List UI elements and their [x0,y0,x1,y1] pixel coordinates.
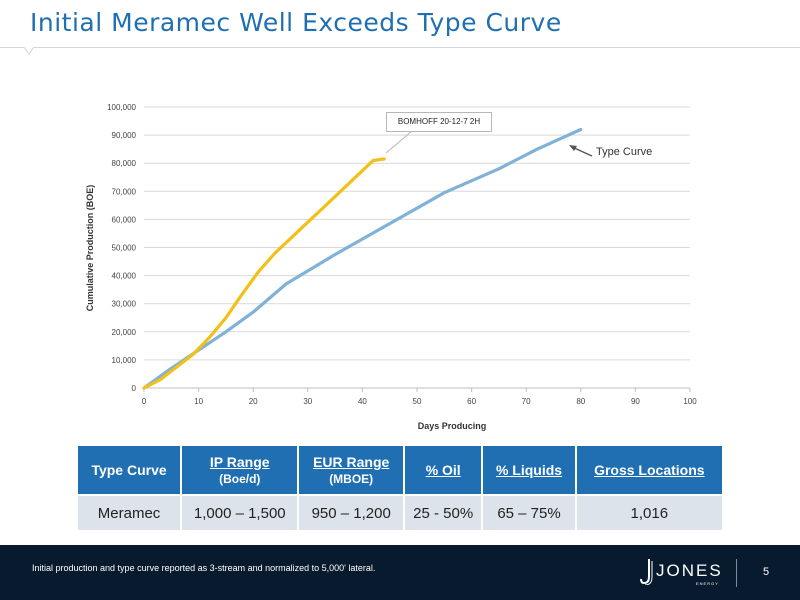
footnote: Initial production and type curve report… [32,563,376,573]
x-tick-label: 20 [249,397,258,406]
cell-ip-range: 1,000 – 1,500 [181,494,300,530]
chart-series [142,127,583,390]
header-pct-oil[interactable]: % Oil [403,446,484,495]
y-tick-label: 50,000 [112,244,137,253]
header-eur-range[interactable]: EUR Range (MBOE) [298,446,405,495]
x-axis-title: Days Producing [418,421,487,431]
logo-divider [736,559,737,587]
header-pct-liquids[interactable]: % Liquids [482,446,577,495]
title-notch [24,47,34,55]
logo-subtext: ENERGY [696,581,719,586]
y-tick-label: 30,000 [112,300,137,309]
header-gross-locations[interactable]: Gross Locations [575,446,722,495]
cell-eur-range: 950 – 1,200 [298,494,405,530]
y-tick-label: 60,000 [112,215,137,224]
logo-wordmark: JONES [656,561,723,580]
y-tick-label: 40,000 [112,272,137,281]
y-tick-label: 100,000 [107,103,136,112]
x-tick-label: 60 [467,397,476,406]
x-tick-label: 70 [522,397,531,406]
header-ip-range[interactable]: IP Range (Boe/d) [181,446,300,495]
chart-gridlines [144,106,690,361]
y-tick-label: 80,000 [112,159,137,168]
well-production-line [142,157,386,390]
cell-pct-oil: 25 - 50% [403,494,484,530]
y-tick-label: 70,000 [112,187,137,196]
x-tick-label: 30 [303,397,312,406]
chart-axes: 0 10,000 20,000 30,000 40,000 50,000 60,000 70,… [107,103,697,406]
logo-j-icon [640,559,653,585]
y-tick-label: 0 [132,384,137,393]
type-curve-label: Type Curve [596,146,653,158]
x-tick-label: 10 [194,397,203,406]
x-tick-label: 50 [413,397,422,406]
callout-leader-line [385,130,413,154]
cell-type-curve: Meramec [78,494,183,530]
title-divider [0,47,800,48]
type-curve-arrowhead [569,145,577,151]
y-axis-title: Cumulative Production (BOE) [85,185,95,312]
well-callout: BOMHOFF 20-12-7 2H [386,112,492,132]
cell-gross-locations: 1,016 [575,494,722,530]
x-tick-label: 90 [631,397,640,406]
table-row: Meramec 1,000 – 1,500 950 – 1,200 25 - 5… [78,494,722,530]
x-tick-label: 80 [576,397,585,406]
y-tick-label: 20,000 [112,328,137,337]
header-type-curve: Type Curve [78,446,183,495]
slide-title: Initial Meramec Well Exceeds Type Curve [30,8,562,37]
table-header-row: Type Curve IP Range (Boe/d) EUR Range (MBO… [78,446,722,495]
footer-bar: Initial production and type curve report… [0,545,800,600]
production-chart: 0 10,000 20,000 30,000 40,000 50,000 60,000 70,… [85,103,697,431]
x-tick-label: 0 [142,397,147,406]
x-tick-label: 40 [358,397,367,406]
y-tick-label: 90,000 [112,131,137,140]
cell-pct-liquids: 65 – 75% [482,494,577,530]
type-curve-line [142,127,583,390]
type-curve-table: Type Curve IP Range (Boe/d) EUR Range (MBO… [78,446,722,530]
y-tick-label: 10,000 [112,356,137,365]
x-tick-label: 100 [683,397,697,406]
jones-energy-logo: JONES ENERGY [640,555,730,591]
page-number: 5 [763,566,770,578]
